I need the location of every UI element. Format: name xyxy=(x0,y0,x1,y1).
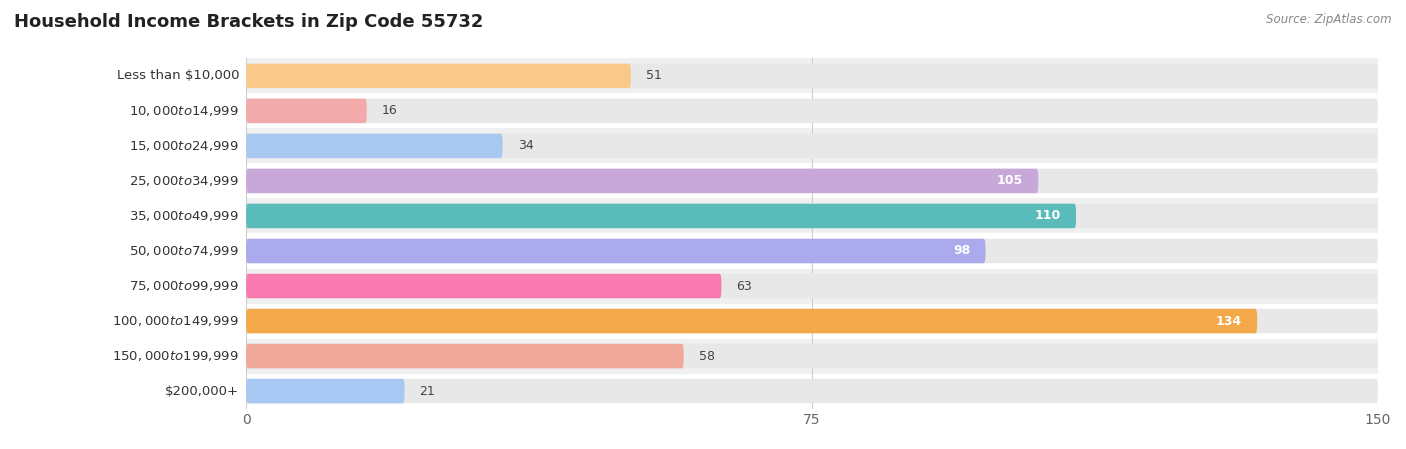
FancyBboxPatch shape xyxy=(246,239,1378,263)
Text: Less than $10,000: Less than $10,000 xyxy=(117,70,239,82)
FancyBboxPatch shape xyxy=(246,274,721,298)
FancyBboxPatch shape xyxy=(246,134,1378,158)
Text: 16: 16 xyxy=(382,105,398,117)
FancyBboxPatch shape xyxy=(246,379,405,403)
Text: $15,000 to $24,999: $15,000 to $24,999 xyxy=(129,139,239,153)
FancyBboxPatch shape xyxy=(246,344,1378,368)
Text: 21: 21 xyxy=(419,385,436,397)
Text: 105: 105 xyxy=(997,175,1024,187)
FancyBboxPatch shape xyxy=(246,58,1378,93)
Text: 34: 34 xyxy=(517,140,533,152)
FancyBboxPatch shape xyxy=(246,128,1378,163)
FancyBboxPatch shape xyxy=(246,163,1378,198)
FancyBboxPatch shape xyxy=(246,239,986,263)
Text: $100,000 to $149,999: $100,000 to $149,999 xyxy=(112,314,239,328)
Text: Household Income Brackets in Zip Code 55732: Household Income Brackets in Zip Code 55… xyxy=(14,13,484,31)
FancyBboxPatch shape xyxy=(246,339,1378,374)
FancyBboxPatch shape xyxy=(246,93,1378,128)
Text: $200,000+: $200,000+ xyxy=(165,385,239,397)
FancyBboxPatch shape xyxy=(246,309,1378,333)
Text: $10,000 to $14,999: $10,000 to $14,999 xyxy=(129,104,239,118)
Text: 134: 134 xyxy=(1216,315,1241,327)
FancyBboxPatch shape xyxy=(246,274,1378,298)
FancyBboxPatch shape xyxy=(246,198,1378,233)
Text: 51: 51 xyxy=(645,70,662,82)
Text: 58: 58 xyxy=(699,350,714,362)
FancyBboxPatch shape xyxy=(246,309,1257,333)
FancyBboxPatch shape xyxy=(246,169,1378,193)
FancyBboxPatch shape xyxy=(246,64,1378,88)
FancyBboxPatch shape xyxy=(246,204,1076,228)
FancyBboxPatch shape xyxy=(246,169,1038,193)
Text: Source: ZipAtlas.com: Source: ZipAtlas.com xyxy=(1267,13,1392,26)
FancyBboxPatch shape xyxy=(246,64,631,88)
Text: $75,000 to $99,999: $75,000 to $99,999 xyxy=(129,279,239,293)
Text: 63: 63 xyxy=(737,280,752,292)
Text: $35,000 to $49,999: $35,000 to $49,999 xyxy=(129,209,239,223)
FancyBboxPatch shape xyxy=(246,134,502,158)
FancyBboxPatch shape xyxy=(246,99,367,123)
FancyBboxPatch shape xyxy=(246,304,1378,339)
FancyBboxPatch shape xyxy=(246,344,683,368)
Text: 98: 98 xyxy=(953,245,970,257)
FancyBboxPatch shape xyxy=(246,374,1378,409)
FancyBboxPatch shape xyxy=(246,99,1378,123)
FancyBboxPatch shape xyxy=(246,379,1378,403)
Text: $25,000 to $34,999: $25,000 to $34,999 xyxy=(129,174,239,188)
FancyBboxPatch shape xyxy=(246,204,1378,228)
FancyBboxPatch shape xyxy=(246,269,1378,304)
Text: $50,000 to $74,999: $50,000 to $74,999 xyxy=(129,244,239,258)
FancyBboxPatch shape xyxy=(246,233,1378,269)
Text: $150,000 to $199,999: $150,000 to $199,999 xyxy=(112,349,239,363)
Text: 110: 110 xyxy=(1035,210,1062,222)
